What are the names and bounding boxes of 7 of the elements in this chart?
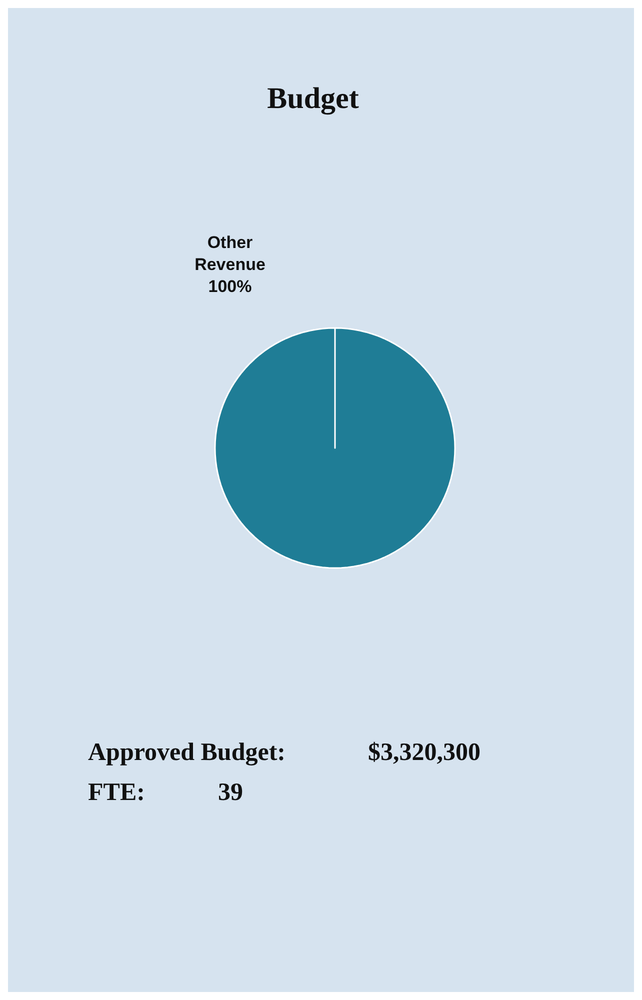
text: $3,320,300 [368, 739, 480, 766]
text: Approved Budget: [88, 739, 286, 766]
chart-title: Budget [267, 82, 359, 115]
text: FTE: [88, 779, 145, 806]
data-label: 100% [208, 277, 252, 296]
text: 39 [218, 779, 243, 806]
slice-label: Other Revenue [194, 233, 266, 274]
